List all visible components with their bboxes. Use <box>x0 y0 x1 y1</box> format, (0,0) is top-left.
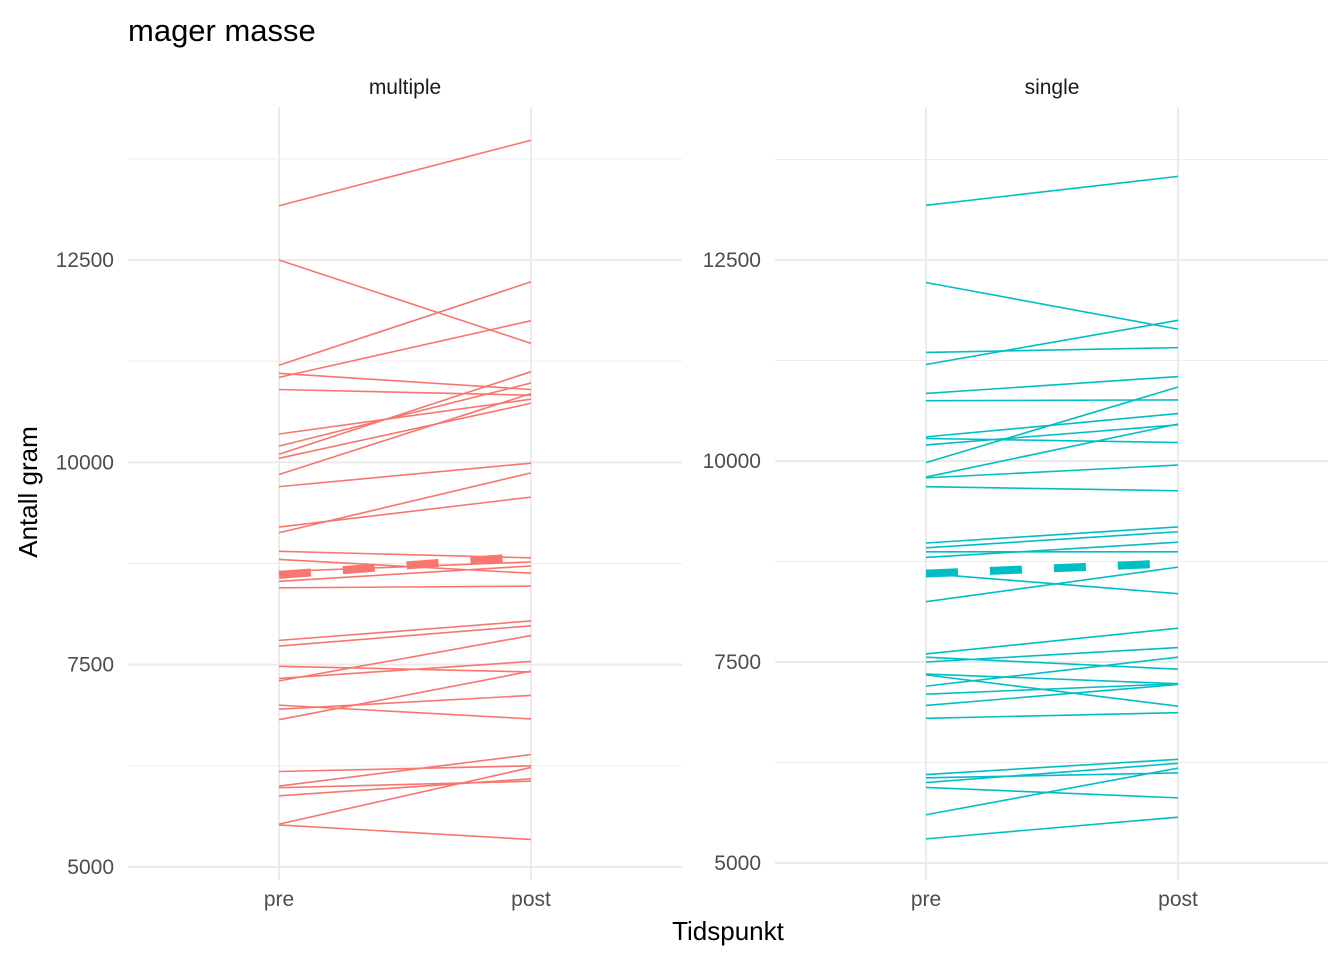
series-line <box>278 382 532 447</box>
chart-title: mager masse <box>128 13 316 48</box>
y-tick-label: 5000 <box>67 856 114 879</box>
y-tick-label: 5000 <box>714 852 761 875</box>
series-line <box>925 346 1179 354</box>
series-line <box>925 772 1179 779</box>
series-line <box>925 464 1179 479</box>
series-line <box>278 561 532 573</box>
mean-line <box>278 552 532 579</box>
series-line <box>278 777 532 797</box>
series-line <box>925 424 1179 446</box>
series-line <box>925 437 1179 444</box>
series-line <box>278 372 532 391</box>
series-line <box>925 375 1179 395</box>
series-line <box>278 620 532 642</box>
series-line <box>925 767 1179 816</box>
y-tick-label: 12500 <box>56 249 114 272</box>
series-line <box>925 816 1179 840</box>
panel-strip-label: single <box>1025 76 1080 99</box>
mean-line <box>925 559 1179 578</box>
series-line <box>278 462 532 488</box>
series-line <box>278 392 532 476</box>
series-line <box>278 694 532 710</box>
panel-strip-label: multiple <box>369 76 441 99</box>
series-line <box>278 753 532 787</box>
series-line <box>925 673 1179 685</box>
series-line <box>278 670 532 721</box>
series-line <box>925 762 1179 784</box>
series-line <box>278 824 532 841</box>
series-line <box>278 634 532 682</box>
series-line <box>925 386 1179 464</box>
series-line <box>925 627 1179 655</box>
series-line <box>925 711 1179 720</box>
y-tick-label: 7500 <box>67 654 114 677</box>
series-line <box>278 660 532 680</box>
y-axis-title: Antall gram <box>13 426 43 558</box>
series-line <box>278 259 532 345</box>
series-line <box>278 625 532 647</box>
panel-multiple: 5000 7500 10000 12500 pre post multiple <box>56 76 682 911</box>
series-line <box>278 472 532 534</box>
y-tick-label: 10000 <box>56 451 114 474</box>
series-line <box>278 665 532 673</box>
x-tick-label: post <box>511 888 551 911</box>
y-tick-label: 12500 <box>703 249 761 272</box>
series-line <box>925 646 1179 663</box>
series-line <box>278 398 532 435</box>
series-line <box>278 370 532 456</box>
series-line <box>278 139 532 207</box>
series-line <box>925 566 1179 603</box>
series-line <box>925 758 1179 776</box>
x-tick-label: pre <box>911 888 941 911</box>
series-line <box>925 281 1179 330</box>
series-line <box>925 656 1179 671</box>
series-line <box>925 423 1179 478</box>
series-line <box>278 402 532 460</box>
series-line <box>925 682 1179 695</box>
x-tick-label: pre <box>264 888 294 911</box>
series-line <box>925 175 1179 207</box>
panel-single: 5000 7500 10000 12500 pre post single <box>703 76 1328 911</box>
x-tick-label: post <box>1158 888 1198 911</box>
series-line <box>925 526 1179 544</box>
series-line <box>925 530 1179 549</box>
y-tick-label: 10000 <box>703 450 761 473</box>
series-line <box>278 766 532 825</box>
y-tick-label: 7500 <box>714 651 761 674</box>
series-line <box>925 674 1179 708</box>
series-line <box>278 765 532 773</box>
series-line <box>278 281 532 366</box>
series-line <box>925 786 1179 799</box>
series-line <box>925 683 1179 707</box>
series-line <box>278 319 532 379</box>
series-line <box>278 585 532 589</box>
series-line <box>925 319 1179 366</box>
series-line <box>925 399 1179 402</box>
panels: 5000 7500 10000 12500 pre post multiple 5000 750… <box>56 76 1328 911</box>
series-line <box>925 541 1179 559</box>
series-line <box>278 565 532 583</box>
x-axis-title: Tidspunkt <box>672 916 785 946</box>
series-line <box>925 656 1179 687</box>
series-line <box>925 485 1179 492</box>
series-line <box>278 496 532 528</box>
